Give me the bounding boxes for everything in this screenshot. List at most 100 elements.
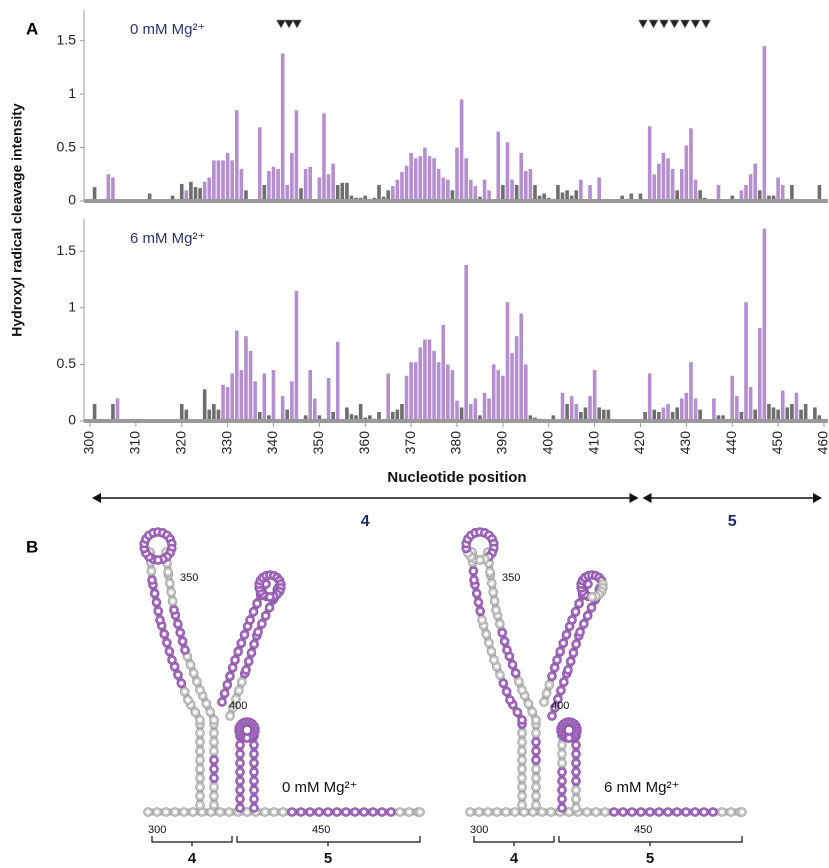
bar bbox=[386, 373, 390, 421]
bar bbox=[661, 407, 666, 421]
bar bbox=[524, 171, 528, 201]
x-tick-label: 360 bbox=[356, 431, 372, 455]
bar bbox=[308, 166, 312, 201]
structure-label: 0 mM Mg²⁺ bbox=[282, 779, 357, 796]
nucleotide-core bbox=[172, 664, 177, 669]
bar bbox=[491, 364, 496, 421]
nucleotide-core bbox=[574, 642, 579, 647]
bar bbox=[221, 384, 225, 421]
bar bbox=[409, 152, 413, 201]
bar bbox=[556, 184, 560, 201]
bar bbox=[235, 110, 239, 201]
nucleotide-core bbox=[227, 674, 232, 679]
nucleotide-core bbox=[222, 691, 227, 696]
nucleotide-core bbox=[513, 671, 518, 676]
nucleotide-core bbox=[480, 618, 484, 622]
nucleotide-core bbox=[520, 785, 524, 789]
domain-bracket bbox=[473, 836, 743, 846]
domain-label: 4 bbox=[188, 850, 197, 867]
bar bbox=[92, 404, 97, 421]
bar bbox=[771, 195, 776, 201]
nucleotide-core bbox=[504, 810, 508, 814]
marker-triangle bbox=[283, 19, 295, 29]
marker-triangle bbox=[637, 19, 649, 29]
domain-label: 5 bbox=[324, 850, 332, 867]
nucleotide-core bbox=[522, 810, 526, 814]
nucleotide-core bbox=[326, 810, 330, 814]
domain-label: 5 bbox=[646, 850, 654, 867]
nucleotide-core bbox=[468, 810, 472, 814]
bar bbox=[239, 370, 244, 421]
bar bbox=[785, 407, 790, 421]
nucleotide-core bbox=[173, 810, 177, 814]
bar bbox=[629, 193, 634, 201]
domain-label: 5 bbox=[728, 513, 737, 530]
nucleotide-core bbox=[185, 654, 190, 659]
bar bbox=[464, 158, 468, 201]
nucleotide-core bbox=[150, 578, 154, 582]
nucleotide-core bbox=[530, 709, 535, 714]
bar bbox=[716, 415, 721, 421]
bar bbox=[432, 158, 436, 201]
nucleotide-core bbox=[720, 810, 724, 814]
bar bbox=[290, 381, 294, 421]
bar bbox=[106, 174, 111, 201]
bar bbox=[432, 350, 436, 421]
bar bbox=[478, 415, 482, 421]
nucleotide-core bbox=[249, 650, 254, 655]
bar bbox=[514, 184, 519, 201]
nucleotide-core bbox=[505, 648, 509, 652]
bar bbox=[739, 190, 744, 201]
domain-bracket bbox=[151, 836, 421, 846]
nucleotide-core bbox=[484, 632, 489, 637]
nucleotide-core bbox=[335, 810, 339, 814]
nucleotide-core bbox=[200, 810, 204, 814]
nucleotide-core bbox=[534, 731, 538, 735]
marker-triangle bbox=[291, 19, 303, 29]
nucleotide-core bbox=[238, 788, 242, 792]
nucleotide-core bbox=[238, 743, 242, 747]
nucleotide-core bbox=[486, 810, 490, 814]
marker-triangle bbox=[669, 19, 680, 29]
bar bbox=[647, 126, 652, 201]
nucleotide-core bbox=[471, 569, 476, 574]
nucleotide-core bbox=[167, 649, 172, 654]
bar bbox=[395, 179, 400, 201]
residue-label: 350 bbox=[502, 572, 520, 584]
nucleotide-core bbox=[552, 705, 557, 710]
nucleotide-core bbox=[198, 803, 202, 807]
nucleotide-core bbox=[589, 605, 594, 610]
nucleotide-core bbox=[478, 558, 482, 562]
nucleotide-core bbox=[198, 794, 202, 798]
bar bbox=[744, 302, 748, 421]
nucleotide-core bbox=[489, 581, 494, 586]
bar bbox=[349, 414, 354, 421]
bar bbox=[666, 158, 670, 201]
nucleotide-core bbox=[212, 731, 216, 735]
nucleotide-core bbox=[504, 689, 509, 694]
bar bbox=[418, 347, 423, 421]
nucleotide-core bbox=[228, 714, 232, 718]
nucleotide-core bbox=[172, 608, 176, 612]
nucleotide-core bbox=[255, 601, 260, 606]
nucleotide-core bbox=[560, 779, 564, 783]
bar bbox=[776, 409, 780, 421]
bar bbox=[478, 196, 482, 201]
bar bbox=[216, 160, 221, 201]
nucleotide-core bbox=[502, 639, 507, 644]
nucleotide-core bbox=[564, 632, 569, 637]
nucleotide-core bbox=[729, 810, 733, 814]
nucleotide-core bbox=[549, 674, 554, 679]
nucleotide-core bbox=[612, 810, 616, 814]
nucleotide-core bbox=[308, 810, 312, 814]
bar bbox=[418, 156, 423, 201]
nucleotide-core bbox=[183, 648, 187, 652]
nucleotide-core bbox=[238, 752, 242, 756]
nucleotide-core bbox=[167, 581, 172, 586]
nucleotide-core bbox=[558, 688, 563, 693]
nucleotide-core bbox=[497, 672, 502, 677]
bar bbox=[345, 407, 349, 421]
nucleotide-core bbox=[570, 618, 574, 622]
bar bbox=[790, 404, 794, 421]
bar bbox=[450, 370, 455, 421]
